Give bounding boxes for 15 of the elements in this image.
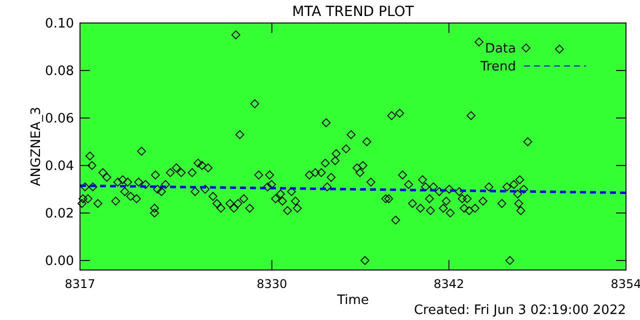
text: Created: Fri Jun 3 02:19:00 2022 xyxy=(414,303,626,318)
legend-label: Data xyxy=(484,42,516,57)
legend-label: Trend xyxy=(479,60,516,75)
x-tick-label: 8330 xyxy=(256,277,288,291)
x-tick-label: 8317 xyxy=(64,277,96,291)
y-tick-label: 0.00 xyxy=(45,254,74,270)
chart-title: MTA TREND PLOT xyxy=(292,4,414,20)
y-tick-label: 0.06 xyxy=(45,112,74,127)
y-axis-title: ANGZNEA_3 xyxy=(29,106,44,186)
x-tick-label: 8342 xyxy=(434,277,464,291)
y-tick-label: 0.04 xyxy=(45,159,74,174)
x-axis-title: Time xyxy=(336,293,369,308)
y-tick-label: 0.08 xyxy=(45,64,74,80)
y-tick-label: 0.10 xyxy=(45,16,74,32)
y-tick-label: 0.02 xyxy=(45,206,74,222)
